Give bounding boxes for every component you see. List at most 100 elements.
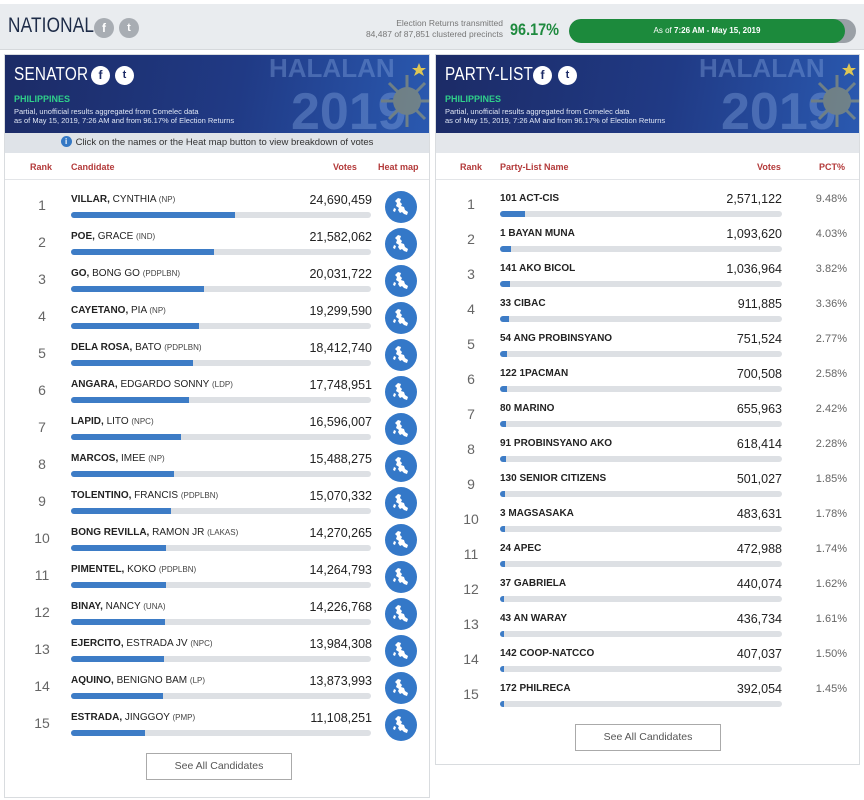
partylist-row[interactable]: 10 3 MAGSASAKA 483,631 1.78% <box>436 505 859 537</box>
senator-row[interactable]: 13 EJERCITO, ESTRADA JV (NPC) 13,984,308 <box>5 635 429 669</box>
senator-row[interactable]: 11 PIMENTEL, KOKO (PDPLBN) 14,264,793 <box>5 561 429 595</box>
candidate-name[interactable]: TOLENTINO, FRANCIS (PDPLBN) <box>71 490 218 501</box>
senator-row[interactable]: 7 LAPID, LITO (NPC) 16,596,007 <box>5 413 429 447</box>
heatmap-button[interactable] <box>385 487 417 519</box>
partylist-name[interactable]: 24 APEC <box>500 543 542 554</box>
partylist-name[interactable]: 130 SENIOR CITIZENS <box>500 473 607 484</box>
heatmap-button[interactable] <box>385 672 417 704</box>
candidate-name[interactable]: ANGARA, EDGARDO SONNY (LDP) <box>71 379 233 390</box>
partylist-name[interactable]: 172 PHILRECA <box>500 683 571 694</box>
partylist-pct: 3.82% <box>815 263 847 275</box>
partylist-row[interactable]: 15 172 PHILRECA 392,054 1.45% <box>436 680 859 712</box>
senator-row[interactable]: 15 ESTRADA, JINGGOY (PMP) 11,108,251 <box>5 709 429 743</box>
senator-row[interactable]: 14 AQUINO, BENIGNO BAM (LP) 13,873,993 <box>5 672 429 706</box>
partylist-row[interactable]: 8 91 PROBINSYANO AKO 618,414 2.28% <box>436 435 859 467</box>
partylist-row[interactable]: 13 43 AN WARAY 436,734 1.61% <box>436 610 859 642</box>
partylist-pct: 1.45% <box>815 683 847 695</box>
partylist-name[interactable]: 101 ACT-CIS <box>500 193 560 204</box>
partylist-row[interactable]: 11 24 APEC 472,988 1.74% <box>436 540 859 572</box>
partylist-name[interactable]: 80 MARINO <box>500 403 555 414</box>
senator-row[interactable]: 5 DELA ROSA, BATO (PDPLBN) 18,412,740 <box>5 339 429 373</box>
heatmap-button[interactable] <box>385 561 417 593</box>
senator-row[interactable]: 12 BINAY, NANCY (UNA) 14,226,768 <box>5 598 429 632</box>
partylist-row[interactable]: 2 1 BAYAN MUNA 1,093,620 4.03% <box>436 225 859 257</box>
facebook-icon[interactable]: f <box>94 18 114 38</box>
partylist-name[interactable]: 3 MAGSASAKA <box>500 508 574 519</box>
partylist-name[interactable]: 141 AKO BICOL <box>500 263 576 274</box>
candidate-name[interactable]: DELA ROSA, BATO (PDPLBN) <box>71 342 202 353</box>
candidate-votes: 14,264,793 <box>309 563 372 577</box>
facebook-icon[interactable]: f <box>533 66 552 85</box>
col-rank: Rank <box>30 162 53 172</box>
heatmap-button[interactable] <box>385 228 417 260</box>
vote-bar <box>500 211 782 217</box>
senator-row[interactable]: 8 MARCOS, IMEE (NP) 15,488,275 <box>5 450 429 484</box>
candidate-name[interactable]: GO, BONG GO (PDPLBN) <box>71 268 180 279</box>
partylist-name[interactable]: 122 1PACMAN <box>500 368 569 379</box>
senator-row[interactable]: 2 POE, GRACE (IND) 21,582,062 <box>5 228 429 262</box>
partylist-row[interactable]: 6 122 1PACMAN 700,508 2.58% <box>436 365 859 397</box>
vote-bar <box>71 508 371 514</box>
national-header: NATIONAL f t Election Returns transmitte… <box>0 4 864 50</box>
heatmap-button[interactable] <box>385 376 417 408</box>
partylist-row[interactable]: 9 130 SENIOR CITIZENS 501,027 1.85% <box>436 470 859 502</box>
heatmap-button[interactable] <box>385 524 417 556</box>
candidate-name[interactable]: LAPID, LITO (NPC) <box>71 416 154 427</box>
candidate-name[interactable]: BONG REVILLA, RAMON JR (LAKAS) <box>71 527 238 538</box>
heatmap-button[interactable] <box>385 450 417 482</box>
partylist-name[interactable]: 33 CIBAC <box>500 298 546 309</box>
candidate-party: (LDP) <box>211 380 233 389</box>
senator-row[interactable]: 4 CAYETANO, PIA (NP) 19,299,590 <box>5 302 429 336</box>
er-line-1: Election Returns transmitted <box>396 18 503 28</box>
candidate-name[interactable]: EJERCITO, ESTRADA JV (NPC) <box>71 638 213 649</box>
vote-bar-fill <box>71 397 189 403</box>
heatmap-button[interactable] <box>385 302 417 334</box>
partylist-row[interactable]: 14 142 COOP-NATCCO 407,037 1.50% <box>436 645 859 677</box>
twitter-icon[interactable]: t <box>119 18 139 38</box>
partylist-name[interactable]: 37 GABRIELA <box>500 578 567 589</box>
candidate-name[interactable]: AQUINO, BENIGNO BAM (LP) <box>71 675 205 686</box>
senator-row[interactable]: 6 ANGARA, EDGARDO SONNY (LDP) 17,748,951 <box>5 376 429 410</box>
partylist-row[interactable]: 7 80 MARINO 655,963 2.42% <box>436 400 859 432</box>
senator-row[interactable]: 10 BONG REVILLA, RAMON JR (LAKAS) 14,270,2… <box>5 524 429 558</box>
partylist-row[interactable]: 4 33 CIBAC 911,885 3.36% <box>436 295 859 327</box>
partylist-row[interactable]: 1 101 ACT-CIS 2,571,122 9.48% <box>436 190 859 222</box>
partylist-name[interactable]: 91 PROBINSYANO AKO <box>500 438 613 449</box>
partylist-row[interactable]: 3 141 AKO BICOL 1,036,964 3.82% <box>436 260 859 292</box>
candidate-name[interactable]: ESTRADA, JINGGOY (PMP) <box>71 712 195 723</box>
senator-row[interactable]: 9 TOLENTINO, FRANCIS (PDPLBN) 15,070,332 <box>5 487 429 521</box>
rank-number: 10 <box>463 511 479 527</box>
heatmap-button[interactable] <box>385 191 417 223</box>
partylist-row[interactable]: 5 54 ANG PROBINSYANO 751,524 2.77% <box>436 330 859 362</box>
senator-row[interactable]: 1 VILLAR, CYNTHIA (NP) 24,690,459 <box>5 191 429 225</box>
partylist-name[interactable]: 142 COOP-NATCCO <box>500 648 595 659</box>
vote-bar <box>500 526 782 532</box>
partylist-name[interactable]: 54 ANG PROBINSYANO <box>500 333 613 344</box>
partylist-votes: 407,037 <box>736 647 782 661</box>
heatmap-button[interactable] <box>385 598 417 630</box>
heatmap-button[interactable] <box>385 709 417 741</box>
see-all-partylist-button[interactable]: See All Candidates <box>575 724 721 751</box>
candidate-name[interactable]: CAYETANO, PIA (NP) <box>71 305 166 316</box>
partylist-name[interactable]: 1 BAYAN MUNA <box>500 228 575 239</box>
vote-bar-fill <box>500 351 508 357</box>
candidate-name[interactable]: PIMENTEL, KOKO (PDPLBN) <box>71 564 196 575</box>
candidate-name[interactable]: BINAY, NANCY (UNA) <box>71 601 165 612</box>
vote-bar-fill <box>500 456 507 462</box>
facebook-icon[interactable]: f <box>91 66 110 85</box>
candidate-name[interactable]: POE, GRACE (IND) <box>71 231 155 242</box>
candidate-last-name: GO, <box>71 268 90 279</box>
twitter-icon[interactable]: t <box>558 66 577 85</box>
partylist-name[interactable]: 43 AN WARAY <box>500 613 568 624</box>
partylist-row[interactable]: 12 37 GABRIELA 440,074 1.62% <box>436 575 859 607</box>
senator-row[interactable]: 3 GO, BONG GO (PDPLBN) 20,031,722 <box>5 265 429 299</box>
see-all-candidates-button[interactable]: See All Candidates <box>146 753 292 780</box>
candidate-name[interactable]: MARCOS, IMEE (NP) <box>71 453 165 464</box>
heatmap-button[interactable] <box>385 339 417 371</box>
heatmap-button[interactable] <box>385 265 417 297</box>
candidate-name[interactable]: VILLAR, CYNTHIA (NP) <box>71 194 175 205</box>
heatmap-button[interactable] <box>385 413 417 445</box>
candidate-votes: 20,031,722 <box>309 267 372 281</box>
heatmap-button[interactable] <box>385 635 417 667</box>
twitter-icon[interactable]: t <box>115 66 134 85</box>
